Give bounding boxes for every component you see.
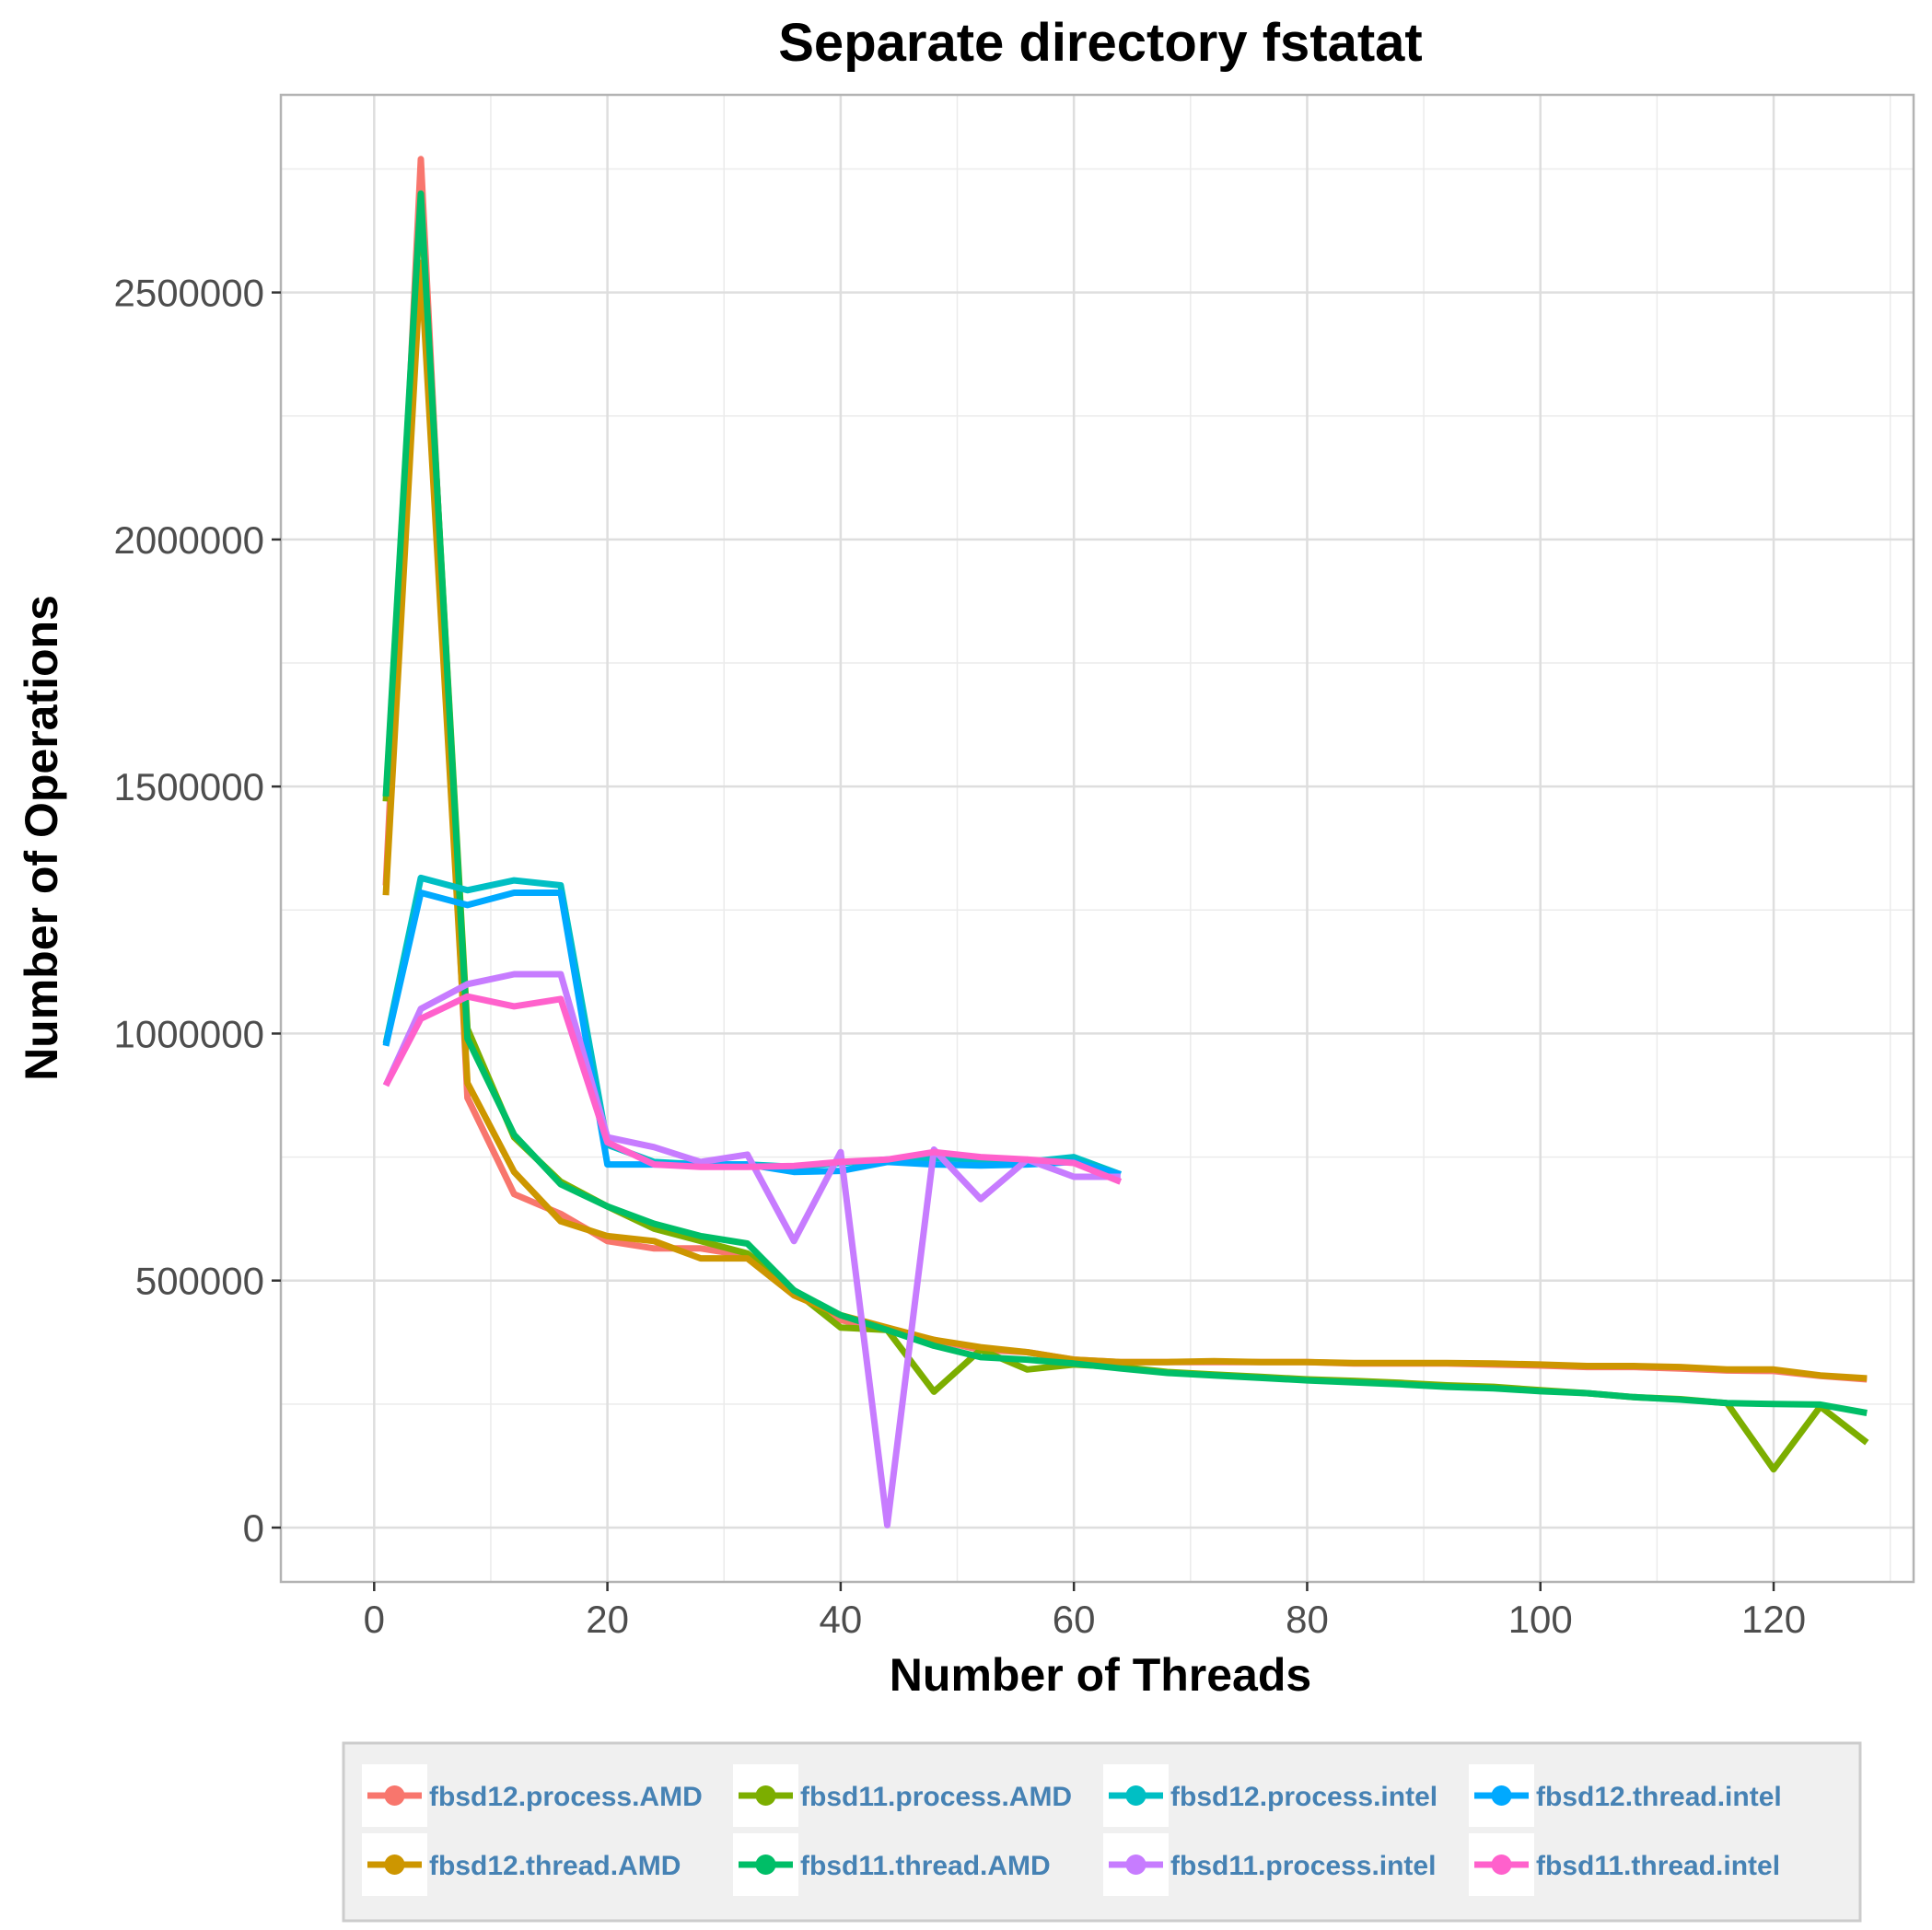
- series-line-fbsd11-process-intel: [382, 971, 1121, 1529]
- grid-major: [281, 95, 1914, 1582]
- y-tick-label: 1500000: [113, 765, 264, 808]
- y-tick-label: 0: [243, 1506, 264, 1550]
- x-tick-label: 20: [586, 1598, 629, 1641]
- x-tick-label: 120: [1741, 1598, 1806, 1641]
- series-line-fbsd12-thread-amd: [382, 259, 1868, 1382]
- legend-key-point: [384, 1785, 405, 1806]
- legend-item-fbsd12-thread-intel: fbsd12.thread.intel: [1469, 1764, 1782, 1827]
- legend-item-fbsd11-process-intel: fbsd11.process.intel: [1103, 1833, 1436, 1896]
- y-tick-label: 500000: [135, 1260, 264, 1303]
- x-tick-label: 0: [364, 1598, 385, 1641]
- legend: fbsd12.process.AMD fbsd12.thread.AMD fbsd1…: [342, 1741, 1862, 1923]
- series-line-fbsd11-thread-amd: [382, 190, 1868, 1416]
- legend-label: fbsd11.process.AMD: [800, 1782, 1072, 1812]
- legend-key-point: [1491, 1785, 1512, 1806]
- legend-box: [342, 1741, 1862, 1923]
- legend-label: fbsd11.thread.intel: [1536, 1851, 1780, 1881]
- y-tick-label: 2000000: [113, 518, 264, 562]
- legend-label: fbsd12.process.intel: [1170, 1782, 1437, 1812]
- legend-key-point: [1491, 1854, 1512, 1875]
- x-tick-label: 80: [1286, 1598, 1329, 1641]
- x-tick-label: 60: [1053, 1598, 1096, 1641]
- y-tick-label: 2500000: [113, 272, 264, 315]
- legend-key-point: [755, 1785, 776, 1806]
- legend-key-point: [1125, 1785, 1146, 1806]
- legend-item-fbsd11-thread-intel: fbsd11.thread.intel: [1469, 1833, 1780, 1896]
- legend-label: fbsd12.thread.intel: [1536, 1782, 1782, 1812]
- legend-label: fbsd12.thread.AMD: [429, 1851, 681, 1881]
- legend-label: fbsd11.process.intel: [1170, 1851, 1436, 1881]
- y-axis: 0 500000 1000000 1500000 2000000 2500000: [113, 272, 281, 1550]
- y-tick-label: 1000000: [113, 1012, 264, 1055]
- x-tick-label: 40: [820, 1598, 863, 1641]
- x-axis: 0 20 40 60 80 100 120: [364, 1582, 1806, 1641]
- x-tick-label: 100: [1508, 1598, 1573, 1641]
- legend-item-fbsd12-process-amd: fbsd12.process.AMD: [362, 1764, 703, 1827]
- chart-title: Separate directory fstatat: [778, 13, 1422, 73]
- legend-item-fbsd11-process-amd: fbsd11.process.AMD: [733, 1764, 1072, 1827]
- legend-label: fbsd11.thread.AMD: [800, 1851, 1051, 1881]
- legend-item-fbsd12-process-intel: fbsd12.process.intel: [1103, 1764, 1437, 1827]
- legend-items: fbsd12.process.AMD fbsd12.thread.AMD fbsd1…: [362, 1764, 1782, 1896]
- legend-item-fbsd12-thread-amd: fbsd12.thread.AMD: [362, 1833, 681, 1896]
- legend-item-fbsd11-thread-amd: fbsd11.thread.AMD: [733, 1833, 1051, 1896]
- legend-label: fbsd12.process.AMD: [429, 1782, 703, 1812]
- legend-key-point: [1125, 1854, 1146, 1875]
- x-axis-title: Number of Threads: [890, 1649, 1311, 1701]
- y-axis-title: Number of Operations: [16, 595, 67, 1081]
- grid-minor: [281, 95, 1914, 1582]
- series-lines: [382, 156, 1869, 1529]
- legend-key-point: [384, 1854, 405, 1875]
- series-line-fbsd11-thread-intel: [382, 993, 1123, 1185]
- plot-panel-border: [279, 93, 1915, 1584]
- legend-key-point: [755, 1854, 776, 1875]
